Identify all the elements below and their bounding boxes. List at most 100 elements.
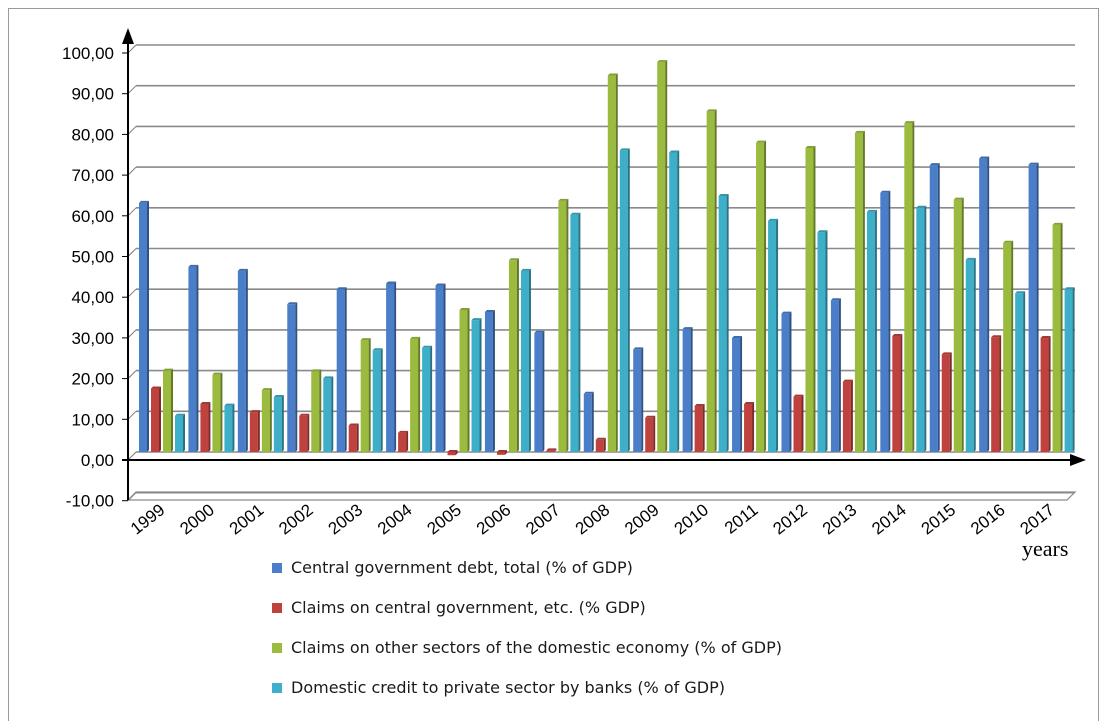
bar-top: [287, 302, 298, 305]
bar-side: [924, 205, 927, 452]
x-tick-label: 2007: [522, 500, 564, 538]
bar-front: [508, 260, 517, 452]
bar-front: [435, 285, 444, 452]
x-tick-label: 2005: [423, 500, 465, 538]
bar-front: [570, 214, 579, 452]
x-tick-label: 2011: [721, 500, 762, 537]
gridline-depth: [127, 288, 137, 298]
bar-front: [261, 390, 270, 452]
bar-2003-0: [336, 287, 347, 452]
bar-2007-1: [546, 448, 557, 452]
bar-top: [880, 190, 891, 193]
bar-2009-0: [633, 347, 644, 452]
gridline-depth: [127, 248, 137, 257]
x-tick-label: 1999: [127, 500, 169, 538]
bar-side: [171, 368, 173, 452]
bar-side: [159, 386, 161, 452]
legend-swatch: [272, 603, 282, 613]
bar-side: [430, 345, 433, 452]
bar-front: [287, 304, 296, 452]
bar-2007-0: [534, 330, 545, 452]
y-tick-label: 50,00: [71, 248, 114, 267]
bar-top: [496, 450, 507, 452]
bar-2011-3: [768, 218, 779, 452]
bar-front: [854, 132, 863, 453]
chart-frame: [8, 8, 1099, 721]
bar-side: [295, 302, 298, 452]
bar-2017-1: [1040, 336, 1051, 452]
bar-top: [261, 388, 272, 391]
bar-side: [987, 156, 990, 453]
bar-top: [793, 394, 804, 397]
bar-front: [781, 313, 790, 452]
bars: [139, 60, 1075, 456]
bar-2002-0: [287, 302, 298, 452]
bar-front: [842, 381, 851, 452]
bar-side: [973, 257, 976, 452]
bar-side: [627, 148, 630, 452]
bar-2011-0: [732, 336, 743, 452]
bar-2010-3: [718, 193, 729, 452]
bar-top: [311, 369, 322, 372]
bar-2013-3: [866, 209, 877, 452]
bar-front: [546, 450, 555, 452]
bar-2014-2: [904, 121, 915, 453]
bar-side: [653, 415, 656, 452]
bar-side: [554, 448, 557, 452]
bar-front: [249, 412, 258, 452]
bar-top: [694, 404, 705, 407]
bar-top: [706, 109, 717, 112]
bar-2012-0: [781, 311, 792, 452]
bar-2001-1: [249, 410, 260, 452]
bar-front: [422, 347, 431, 452]
bar-side: [1060, 222, 1063, 452]
bar-1999-1: [151, 386, 161, 452]
bar-front: [718, 195, 727, 452]
bar-2008-2: [607, 73, 618, 453]
x-tick-label: 2013: [819, 500, 861, 538]
bar-2005-3: [471, 318, 482, 452]
bar-2002-1: [299, 413, 310, 452]
bar-top: [682, 327, 693, 330]
y-axis-arrow: [122, 28, 134, 44]
bar-2013-2: [854, 130, 865, 453]
gridline-depth: [127, 126, 137, 135]
bar-side: [578, 212, 581, 452]
bar-1999-3: [175, 413, 185, 452]
bar-2010-0: [682, 327, 693, 452]
bar-side: [356, 423, 359, 452]
bar-front: [1040, 338, 1049, 452]
bar-top: [645, 415, 656, 418]
bar-2005-0: [435, 283, 446, 452]
bar-top: [595, 437, 606, 440]
bar-top: [619, 148, 630, 151]
bar-side: [245, 268, 248, 452]
bar-top: [546, 448, 557, 451]
bar-front: [151, 388, 159, 452]
bar-side: [764, 140, 767, 452]
legend-label: Claims on central government, etc. (% GD…: [291, 598, 646, 617]
bar-top: [534, 330, 545, 333]
bar-2010-2: [706, 109, 717, 452]
bar-top: [953, 197, 964, 200]
bar-top: [904, 121, 915, 124]
bar-2009-2: [657, 60, 668, 453]
bar-top: [372, 348, 383, 351]
bar-front: [1064, 289, 1073, 452]
bar-top: [323, 376, 334, 379]
bar-front: [744, 403, 753, 452]
y-tick-label: -10,00: [66, 492, 114, 511]
legend-label: Claims on other sectors of the domestic …: [291, 638, 782, 657]
legend: Central government debt, total (% of GDP…: [272, 558, 782, 697]
bar-top: [1015, 291, 1026, 294]
bar-top: [657, 60, 668, 63]
x-tick-label: 2006: [473, 500, 515, 538]
bar-2015-0: [929, 163, 940, 452]
legend-item: Claims on other sectors of the domestic …: [272, 638, 782, 657]
bar-2004-1: [398, 430, 409, 452]
bar-side: [937, 163, 940, 452]
bar-side: [1011, 240, 1014, 452]
bar-side: [752, 401, 755, 452]
x-axis-tick-labels: 1999 2000 2001 2002 2003 2004 2005 2006 2007 2008…: [127, 500, 1058, 538]
bar-2017-3: [1064, 287, 1075, 452]
